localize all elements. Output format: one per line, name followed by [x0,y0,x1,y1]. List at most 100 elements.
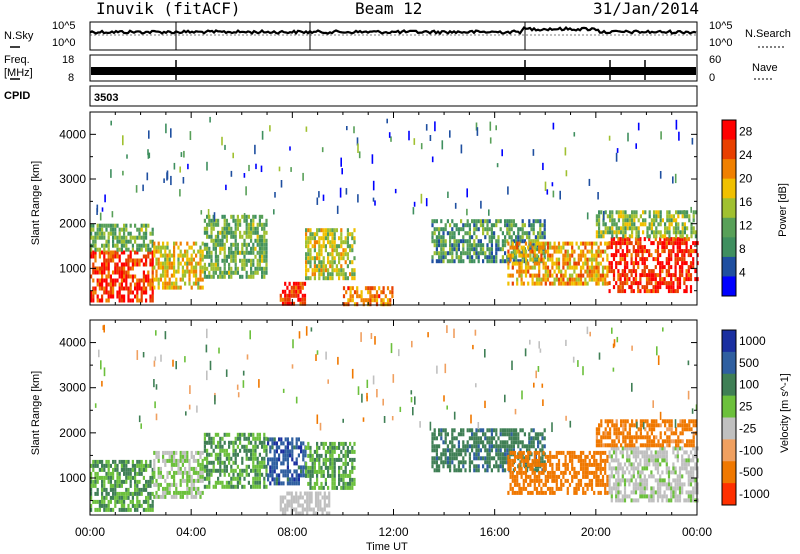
data-cell [173,454,176,459]
data-cell [571,277,574,282]
data-cell [564,478,567,483]
data-cell [628,222,631,227]
data-cell [159,470,162,475]
data-cell [214,444,217,449]
data-cell [346,445,349,450]
data-cell [687,474,690,479]
data-cell [206,468,209,473]
data-cell [214,250,217,255]
data-cell [170,265,173,270]
data-cell [145,459,148,464]
data-cell [305,228,308,233]
data-cell [190,486,193,491]
data-cell [322,264,325,269]
data-cell [509,450,512,455]
data-cell [105,266,108,271]
data-cell [292,499,296,504]
data-cell [624,234,627,239]
data-cell [687,478,690,483]
data-cell [628,241,631,246]
data-cell [544,466,547,471]
data-cell [313,485,316,490]
data-cell [228,484,231,489]
data-cell [269,465,272,470]
data-cell [506,452,509,457]
data-cell [232,452,235,457]
data-cell [593,257,596,262]
data-cell [608,245,611,250]
data-cell [643,494,646,499]
data-cell [696,482,699,487]
data-cell [162,474,165,479]
data-cell [324,461,327,466]
data-cell [99,212,102,221]
data-cell [234,456,237,461]
data-cell [140,223,143,228]
data-cell [524,241,528,246]
data-cell [468,227,471,232]
data-cell [535,281,539,286]
data-cell [236,250,239,255]
data-cell [599,466,602,471]
data-cell [449,243,452,248]
data-cell [228,452,231,457]
data-cell [228,226,231,231]
data-cell [555,466,558,471]
data-cell [663,245,666,250]
data-cell [521,259,524,264]
data-cell [615,486,618,491]
data-cell [475,243,478,248]
data-cell [663,265,666,270]
data-cell [656,257,660,262]
data-cell [457,255,460,260]
data-cell [506,259,509,264]
data-cell [621,273,624,278]
data-cell [440,456,443,461]
data-cell [652,474,655,479]
data-cell [593,462,596,467]
data-cell [528,247,531,252]
data-cell [318,228,321,233]
data-cell [639,470,642,475]
data-cell [217,266,220,271]
data-cell [539,432,542,437]
data-cell [615,450,618,455]
data-cell [689,450,693,455]
data-cell [351,272,354,277]
data-cell [307,465,310,470]
data-cell [203,274,206,279]
data-cell [523,231,526,236]
data-cell [203,432,206,437]
data-cell [217,460,220,465]
data-cell [90,231,93,236]
data-cell [486,255,489,260]
data-cell [151,479,154,484]
data-cell [284,453,287,458]
data-cell [214,262,217,267]
data-cell [256,234,259,239]
data-cell [286,297,289,302]
data-cell [310,495,313,500]
data-cell [484,219,487,224]
data-cell [520,253,523,258]
data-cell [565,170,568,177]
data-cell [138,471,141,476]
data-cell [520,269,523,274]
data-cell [584,245,587,250]
data-cell [632,245,635,250]
data-cell [179,253,182,258]
data-cell [599,470,602,475]
data-cell [109,258,112,263]
data-cell [519,239,522,244]
data-cell [571,245,574,250]
data-cell [290,289,293,294]
data-cell [497,468,500,473]
data-cell [582,241,585,246]
data-cell [639,486,642,491]
data-cell [623,446,627,451]
data-cell [593,474,596,479]
data-cell [628,249,631,254]
data-cell [228,246,231,251]
data-cell [331,256,334,261]
data-cell [642,218,645,223]
